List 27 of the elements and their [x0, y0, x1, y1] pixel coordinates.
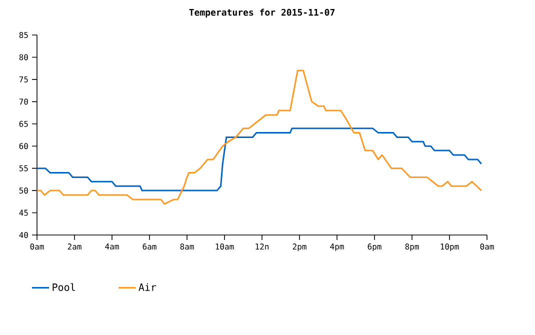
x-tick-label: 0am: [30, 244, 44, 250]
line-series: [37, 128, 482, 192]
y-tick-label: 45: [19, 210, 28, 216]
x-tick-label: 6am: [142, 244, 156, 250]
y-tick-label: 55: [19, 165, 28, 172]
legend-label: Air: [138, 283, 156, 291]
x-tick-label: 0am: [480, 244, 494, 250]
y-tick-label: 85: [19, 32, 28, 38]
y-tick-label: 70: [19, 98, 28, 105]
x-tick-label: 6pm: [368, 244, 382, 252]
x-tick-label: 4pm: [330, 244, 344, 252]
x-tick-label: 8am: [180, 244, 194, 250]
x-tick-label: 10pm: [440, 244, 459, 252]
y-tick-label: 60: [19, 143, 28, 150]
x-tick-label: 2am: [68, 244, 82, 250]
y-tick-label: 80: [19, 54, 28, 60]
y-tick-label: 75: [19, 76, 28, 82]
x-tick-label: 12n: [256, 244, 269, 250]
chart-title: Temperatures for 2015-11-07: [189, 8, 334, 18]
y-tick-label: 40: [19, 232, 28, 238]
x-tick-label: 8pm: [405, 244, 419, 252]
y-tick-label: 65: [19, 120, 28, 127]
x-tick-label: 4am: [105, 244, 119, 250]
x-tick-label: 2pm: [292, 244, 306, 252]
legend-label: Pool: [52, 283, 75, 291]
y-tick-label: 50: [19, 188, 28, 194]
x-tick-label: 10am: [216, 244, 234, 250]
